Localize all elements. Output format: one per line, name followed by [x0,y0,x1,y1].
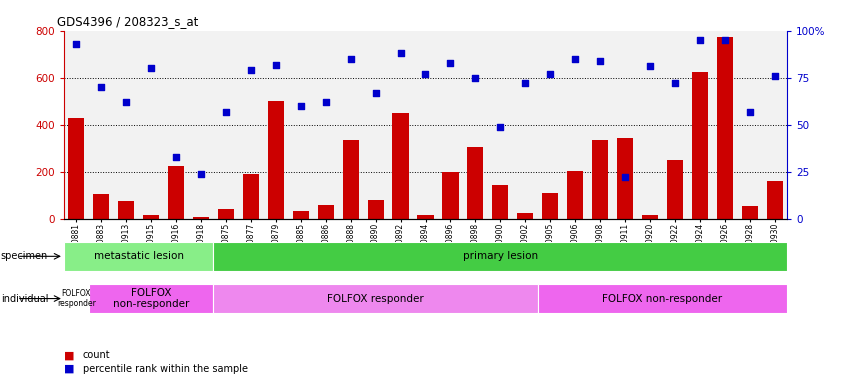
Bar [538,284,787,313]
Bar [218,210,234,219]
Text: GDS4396 / 208323_s_at: GDS4396 / 208323_s_at [56,15,198,28]
Bar [317,205,334,219]
Point [70,41,83,47]
Text: primary lesion: primary lesion [463,251,538,262]
Point [469,74,483,81]
Bar [667,160,683,219]
Bar [64,242,214,271]
Text: FOLFOX
non-responder: FOLFOX non-responder [113,288,189,310]
Bar [68,118,84,219]
Bar [143,215,159,219]
Bar [467,147,483,219]
Point [169,154,183,160]
Bar [517,213,534,219]
Bar [193,217,209,219]
Bar [767,181,783,219]
Text: specimen: specimen [1,251,49,262]
Point [119,99,133,105]
Point [593,58,607,64]
Point [743,109,757,115]
Bar [343,140,359,219]
Bar [742,206,758,219]
Text: percentile rank within the sample: percentile rank within the sample [83,364,248,374]
Text: FOLFOX responder: FOLFOX responder [328,293,424,304]
Bar [443,172,459,219]
Point [518,80,532,86]
Bar [89,284,214,313]
Point [618,174,631,180]
Point [668,80,682,86]
Point [344,56,357,62]
Bar [93,194,109,219]
Bar [717,36,733,219]
Point [568,56,582,62]
Point [419,71,432,77]
Point [693,37,706,43]
Point [319,99,333,105]
Point [544,71,557,77]
Bar [214,284,538,313]
Bar [542,193,558,219]
Point [194,170,208,177]
Point [94,84,108,90]
Text: metastatic lesion: metastatic lesion [94,251,184,262]
Text: ■: ■ [64,364,77,374]
Point [394,50,408,56]
Point [269,61,283,68]
Text: FOLFOX
responder: FOLFOX responder [57,289,95,308]
Bar [492,185,508,219]
Point [443,60,457,66]
Bar [293,211,309,219]
Point [244,67,258,73]
Point [368,90,382,96]
Bar [392,113,408,219]
Bar [417,215,434,219]
Bar [592,140,608,219]
Bar [214,242,787,271]
Text: individual: individual [1,293,49,304]
Bar [642,215,658,219]
Bar [567,170,583,219]
Point [220,109,233,115]
Text: count: count [83,350,110,360]
Bar [692,72,708,219]
Text: ■: ■ [64,350,77,360]
Point [718,37,732,43]
Point [494,124,507,130]
Point [294,103,307,109]
Bar [64,284,89,313]
Point [643,63,657,70]
Bar [617,138,633,219]
Bar [268,101,284,219]
Bar [368,200,384,219]
Bar [118,201,134,219]
Bar [168,166,184,219]
Bar [243,174,259,219]
Point [768,73,781,79]
Point [145,65,158,71]
Text: FOLFOX non-responder: FOLFOX non-responder [603,293,722,304]
